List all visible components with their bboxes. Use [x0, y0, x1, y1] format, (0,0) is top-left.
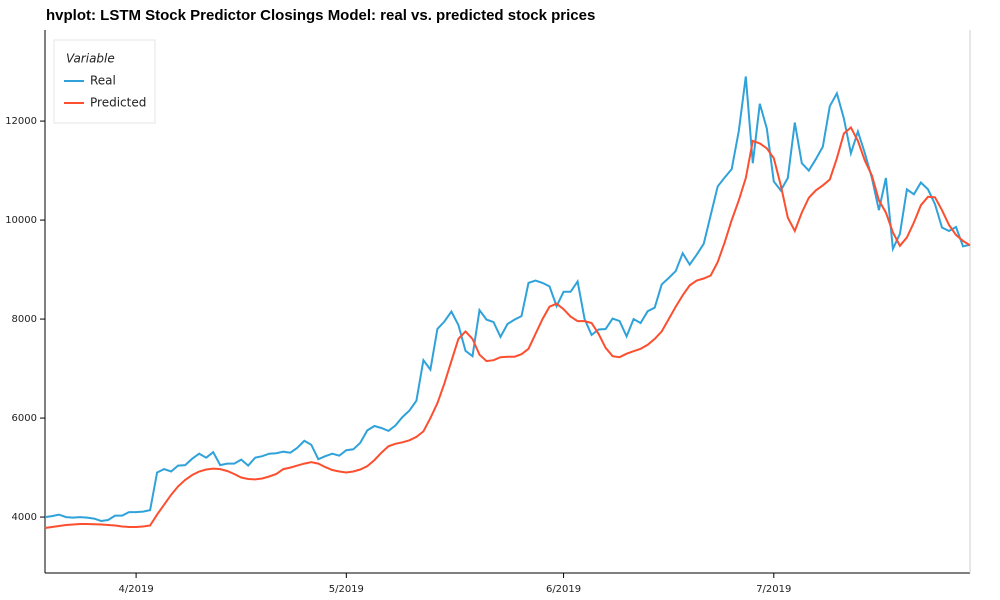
- legend-label: Real: [90, 74, 116, 88]
- y-tick-label: 12000: [5, 116, 37, 127]
- y-tick-label: 10000: [5, 215, 37, 226]
- legend-label: Predicted: [90, 96, 146, 110]
- line-series: [44, 76, 971, 523]
- line-series: [44, 125, 971, 529]
- x-tick-label: 7/2019: [756, 584, 791, 595]
- y-tick-label: 6000: [12, 413, 37, 424]
- x-tick-label: 4/2019: [119, 584, 154, 595]
- chart-title: hvplot: LSTM Stock Predictor Closings Mo…: [46, 7, 595, 24]
- y-tick-label: 4000: [12, 512, 37, 523]
- y-tick-label: 8000: [12, 314, 37, 325]
- legend-title: Variable: [66, 52, 115, 66]
- x-tick-label: 5/2019: [329, 584, 364, 595]
- x-tick-label: 6/2019: [546, 584, 581, 595]
